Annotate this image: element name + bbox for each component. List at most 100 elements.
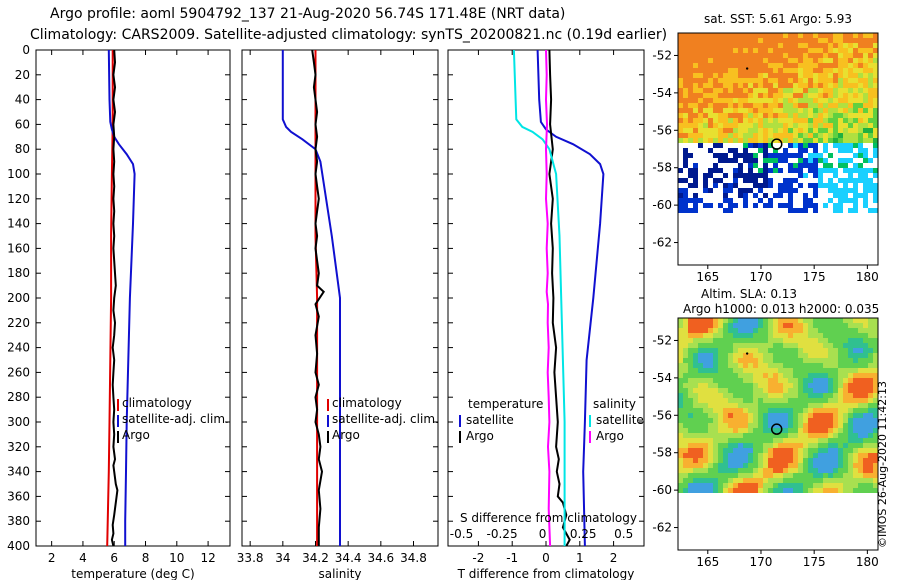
depth-tick-label: 200: [7, 291, 30, 305]
map-cell: [778, 358, 783, 363]
map-cell: [813, 33, 818, 38]
map-cell: [873, 478, 878, 483]
map-cell: [693, 78, 698, 83]
map-cell: [808, 383, 813, 388]
map-cell: [828, 113, 833, 118]
map-cell: [823, 168, 828, 173]
map-cell: [748, 88, 753, 93]
map-cell: [868, 58, 873, 63]
map-cell: [833, 128, 838, 133]
map-cell: [868, 383, 873, 388]
map-cell: [873, 338, 878, 343]
depth-tick-label: 380: [7, 514, 30, 528]
map-cell: [748, 368, 753, 373]
map-cell: [708, 343, 713, 348]
map-cell: [843, 108, 848, 113]
map-cell: [758, 63, 763, 68]
map-cell: [813, 78, 818, 83]
map-cell: [813, 158, 818, 163]
map-cell: [708, 463, 713, 468]
map-cell: [793, 168, 798, 173]
map-cell: [728, 368, 733, 373]
map-cell: [798, 358, 803, 363]
map-cell: [818, 483, 823, 488]
map-cell: [713, 328, 718, 333]
map-cell: [758, 138, 763, 143]
map-cell: [763, 463, 768, 468]
map-cell: [773, 93, 778, 98]
map-cell: [688, 118, 693, 123]
map-cell: [753, 58, 758, 63]
map-cell: [703, 443, 708, 448]
map-cell: [773, 378, 778, 383]
map-cell: [773, 88, 778, 93]
map-cell: [713, 138, 718, 143]
map-cell: [768, 43, 773, 48]
map-cell: [743, 428, 748, 433]
map-cell: [818, 103, 823, 108]
map-cell: [868, 423, 873, 428]
map-cell: [738, 123, 743, 128]
map-cell: [783, 473, 788, 478]
map-cell: [808, 48, 813, 53]
map-cell: [703, 343, 708, 348]
map-cell: [783, 328, 788, 333]
map-cell: [723, 113, 728, 118]
map-cell: [753, 418, 758, 423]
map-cell: [798, 53, 803, 58]
map-cell: [698, 458, 703, 463]
map-cell: [828, 133, 833, 138]
map-cell: [768, 488, 773, 493]
map-cell: [753, 153, 758, 158]
map-cell: [743, 353, 748, 358]
map-cell: [708, 148, 713, 153]
map-cell: [778, 93, 783, 98]
map-cell: [728, 53, 733, 58]
map-cell: [858, 343, 863, 348]
map-cell: [843, 138, 848, 143]
map-cell: [868, 88, 873, 93]
map-cell: [788, 348, 793, 353]
map-cell: [808, 43, 813, 48]
map-cell: [868, 343, 873, 348]
map-cell: [768, 183, 773, 188]
map-cell: [803, 143, 808, 148]
map-cell: [708, 68, 713, 73]
map-cell: [718, 98, 723, 103]
map-cell: [688, 478, 693, 483]
map-cell: [833, 478, 838, 483]
map-cell: [828, 438, 833, 443]
map-cell: [788, 368, 793, 373]
map-cell: [798, 68, 803, 73]
map-cell: [808, 443, 813, 448]
map-cell: [803, 418, 808, 423]
map-cell: [863, 158, 868, 163]
map-cell: [858, 428, 863, 433]
map-cell: [813, 88, 818, 93]
map-cell: [778, 168, 783, 173]
map-cell: [858, 468, 863, 473]
map-cell: [803, 393, 808, 398]
map-cell: [778, 478, 783, 483]
map-cell: [778, 448, 783, 453]
map-cell: [758, 103, 763, 108]
map-cell: [733, 353, 738, 358]
map-cell: [703, 478, 708, 483]
map-cell: [683, 83, 688, 88]
map-cell: [783, 388, 788, 393]
map-cell: [833, 468, 838, 473]
map-cell: [683, 33, 688, 38]
map-cell: [713, 403, 718, 408]
map-cell: [688, 138, 693, 143]
map-cell: [703, 113, 708, 118]
map-cell: [803, 353, 808, 358]
map-cell: [688, 453, 693, 458]
map-cell: [798, 383, 803, 388]
map-cell: [793, 463, 798, 468]
map-cell: [683, 413, 688, 418]
map-cell: [688, 403, 693, 408]
map-cell: [833, 328, 838, 333]
map-cell: [738, 398, 743, 403]
map-cell: [848, 353, 853, 358]
map-cell: [863, 353, 868, 358]
